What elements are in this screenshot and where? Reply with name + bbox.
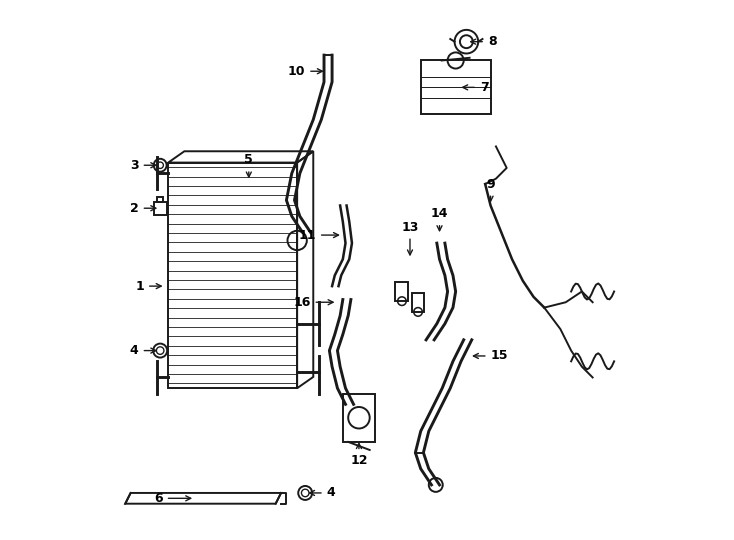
Text: 6: 6	[154, 492, 191, 505]
Text: 3: 3	[130, 159, 156, 172]
Text: 10: 10	[288, 65, 322, 78]
Bar	[396, 282, 408, 301]
Text: 2: 2	[130, 202, 156, 215]
Text: 9: 9	[486, 178, 495, 201]
Bar	[157, 198, 164, 202]
Text: 11: 11	[299, 228, 338, 241]
Text: 16: 16	[293, 296, 333, 309]
Text: 12: 12	[350, 443, 368, 467]
Text: 4: 4	[130, 344, 156, 357]
Text: 7: 7	[462, 81, 489, 94]
Bar	[153, 202, 167, 215]
Text: 5: 5	[244, 153, 253, 177]
Text: 14: 14	[431, 207, 448, 231]
Bar	[412, 293, 424, 312]
Text: 4: 4	[310, 487, 335, 500]
Text: 8: 8	[470, 35, 496, 48]
Text: 15: 15	[473, 349, 508, 362]
Text: 13: 13	[401, 220, 418, 255]
Text: 1: 1	[135, 280, 161, 293]
